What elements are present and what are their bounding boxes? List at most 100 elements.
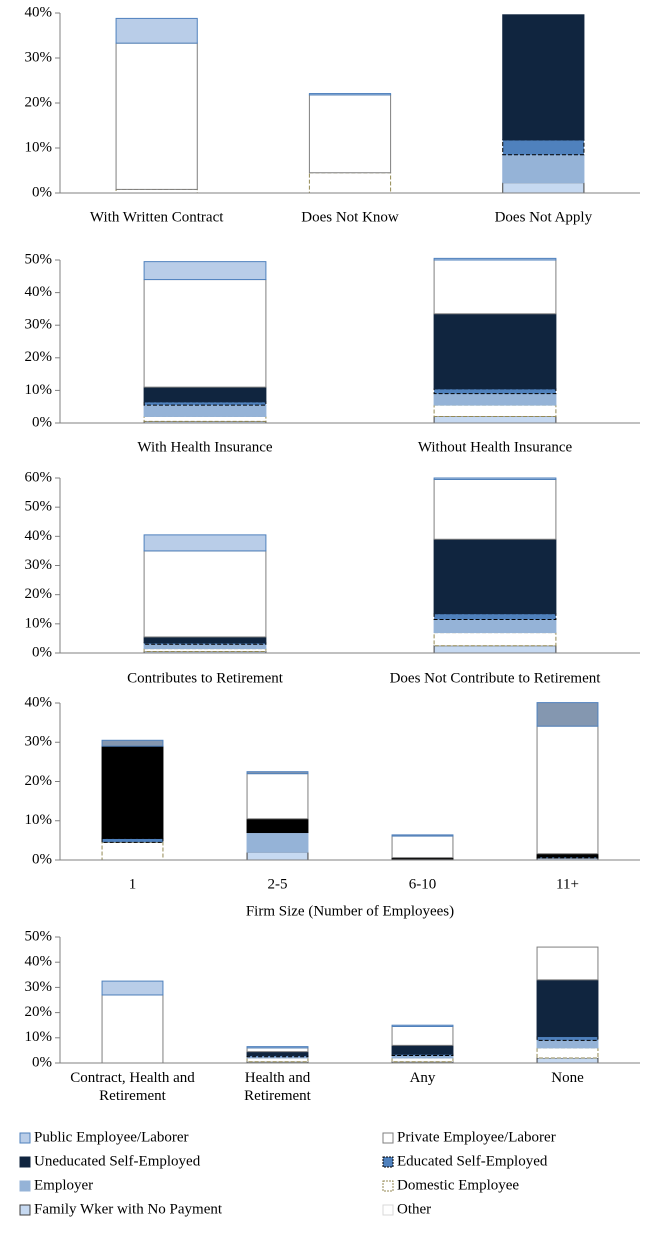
y-tick-label: 0% [32,851,52,867]
bar-segment [433,313,557,390]
x-tick-label: Contributes to Retirement [127,670,284,686]
y-tick-label: 10% [25,382,53,398]
bar-segment [101,739,164,747]
y-tick-label: 20% [25,94,53,110]
bar-segment [391,1044,454,1055]
bar-segment [536,979,599,1038]
bar-segment [391,1025,454,1046]
y-tick-label: 20% [25,1004,53,1020]
y-tick-label: 50% [25,499,53,515]
bar-segment [502,139,585,156]
bar-segment [433,388,557,395]
y-tick-label: 30% [25,979,53,995]
bar-segment [536,1039,599,1049]
x-label-box: None [551,1070,584,1086]
x-tick-label: 11+ [556,876,579,892]
y-tick-label: 30% [25,317,53,333]
bar-segment [246,851,309,861]
bar-segment [101,745,164,839]
x-label-box: Any [409,1070,436,1086]
bar-segment [433,538,557,615]
legend-label: Domestic Employee [397,1177,519,1193]
y-tick-label: 40% [25,528,53,544]
legend-swatch [382,1132,394,1144]
y-tick-label: 60% [25,469,53,485]
legend-label: Private Employee/Laborer [397,1129,556,1145]
bar-segment [101,994,164,1064]
bar-segment [433,478,557,540]
bar-segment [143,550,267,638]
bar-segment [143,636,267,644]
bar-segment [115,188,198,194]
y-tick-label: 20% [25,586,53,602]
bar-segment [246,832,309,853]
bar-segment [143,279,267,388]
bar-segment [143,534,267,552]
x-tick-label: With Written Contract [90,209,224,225]
bar-segment [433,632,557,647]
bar-segment [433,415,557,424]
y-tick-label: 40% [25,954,53,970]
y-tick-label: 0% [32,184,52,200]
y-tick-label: 0% [32,414,52,430]
bar-segment [536,702,599,727]
bar-segment [143,386,267,403]
legend-label: Family Wker with No Payment [34,1201,223,1217]
legend-swatch [382,1180,394,1192]
legend-swatch [19,1204,31,1216]
x-label-box: Contract, Health and Retirement [70,1070,195,1104]
legend-swatch [19,1180,31,1192]
y-tick-label: 10% [25,615,53,631]
x-tick-label: Any [409,1070,436,1086]
legend-swatch [382,1204,394,1216]
legend-label: Uneducated Self-Employed [34,1153,201,1169]
bar-segment [246,1057,309,1063]
bar-segment [433,404,557,417]
legend-swatch [19,1156,31,1168]
bar-segment [433,393,557,406]
bar-segment [246,1047,309,1053]
y-tick-label: 50% [25,251,53,267]
bar-segment [246,1046,309,1049]
x-tick-label: 6-10 [409,876,437,892]
bar-segment [308,94,392,174]
y-tick-label: 40% [25,4,53,20]
legend-label: Other [397,1201,431,1217]
y-tick-label: 40% [25,284,53,300]
y-tick-label: 10% [25,139,53,155]
bar-segment [115,17,198,44]
x-tick-label: Does Not Know [301,209,399,225]
bar-segment [143,261,267,281]
bar-segment [308,172,392,194]
bar-segment [536,1057,599,1064]
bar-segment [391,1057,454,1063]
x-tick-label: Health and Retirement [244,1070,311,1104]
y-tick-label: 0% [32,644,52,660]
y-tick-label: 50% [25,928,53,944]
bar-segment [433,259,557,315]
y-tick-label: 0% [32,1054,52,1070]
bar-segment [246,1051,309,1056]
bar-segment [101,841,164,861]
y-tick-label: 30% [25,557,53,573]
legend-label: Public Employee/Laborer [34,1129,189,1145]
bar-segment [246,818,309,834]
y-tick-label: 40% [25,694,53,710]
bar-segment [101,980,164,996]
bar-segment [536,725,599,855]
bar-segment [433,477,557,480]
y-tick-label: 10% [25,1029,53,1045]
legend-label: Employer [34,1177,93,1193]
x-tick-label: 2-5 [268,876,288,892]
bar-segment [536,946,599,981]
bar-segment [433,618,557,634]
bar-segment [246,773,309,820]
x-tick-label: Without Health Insurance [418,439,573,455]
bar-segment [536,1036,599,1041]
bar-segment [143,415,267,422]
x-tick-label: Does Not Apply [495,209,593,225]
bar-segment [143,404,267,417]
bar-segment [502,14,585,141]
bar-segment [433,645,557,654]
